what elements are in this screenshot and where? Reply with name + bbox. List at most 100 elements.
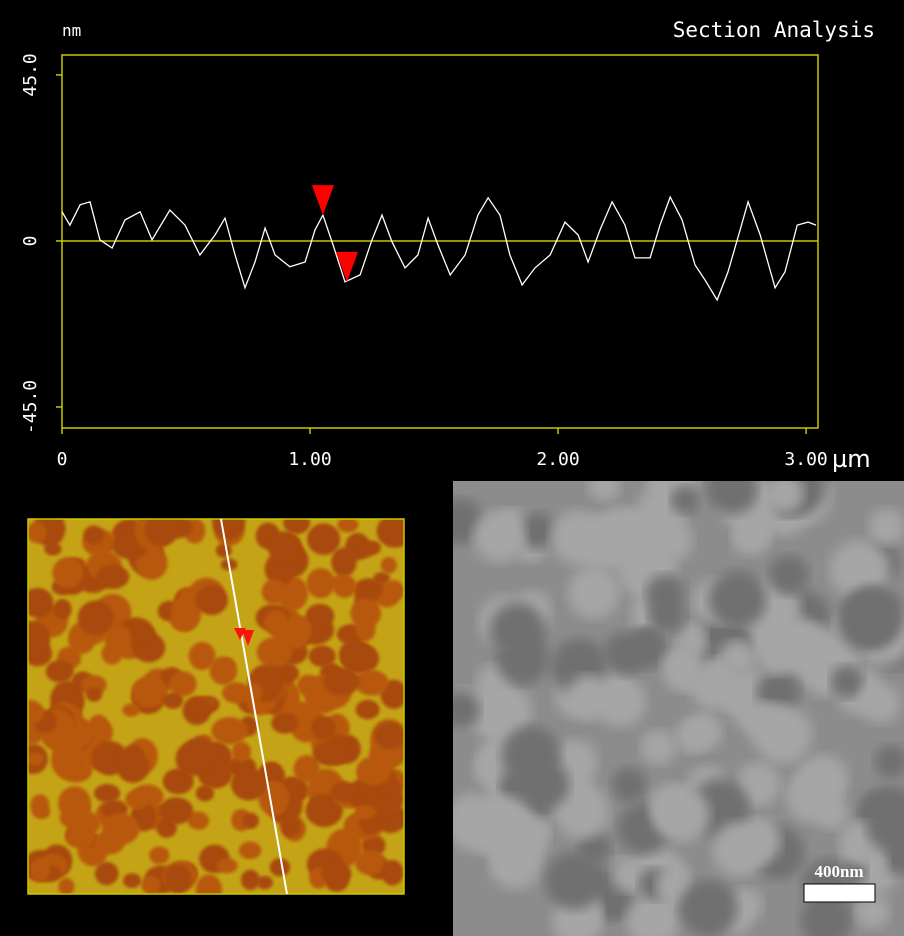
afm-domain (381, 557, 397, 574)
afm-domain (312, 741, 348, 766)
afm-domain (123, 873, 141, 888)
afm-domain (159, 797, 193, 824)
afm-domain (306, 568, 335, 598)
afm-domain (309, 645, 336, 666)
afm-domain (95, 862, 119, 885)
sem-grain (655, 788, 709, 842)
afm-domain (96, 565, 129, 589)
afm-domain (102, 813, 140, 845)
afm-domain (131, 676, 167, 708)
sem-grain (756, 632, 799, 675)
afm-domain (217, 858, 238, 873)
sem-grain (745, 702, 785, 742)
afm-domain (246, 683, 263, 702)
sem-grain (869, 509, 904, 545)
afm-domain (355, 670, 389, 696)
afm-domain (30, 858, 50, 881)
afm-domain (355, 805, 376, 820)
afm-domain (257, 876, 273, 889)
screen: nmSection Analysisµm-45.0045.001.002.003… (0, 0, 904, 936)
afm-domain (262, 579, 286, 604)
afm-domain (165, 864, 192, 893)
sem-grain (603, 632, 647, 676)
y-tick-label: -45.0 (20, 380, 41, 434)
afm-domain (66, 827, 96, 849)
afm-domain (59, 759, 92, 782)
afm-domain (331, 781, 358, 802)
sem-grain (831, 665, 864, 698)
afm-domain (122, 704, 140, 717)
afm-domain (350, 598, 381, 628)
afm-domain (232, 742, 251, 762)
scale-bar (804, 884, 875, 902)
x-tick-label: 0 (57, 449, 68, 470)
afm-domain (141, 876, 160, 895)
afm-domain (364, 541, 381, 555)
afm-domain (311, 716, 335, 740)
sem-grain (799, 755, 848, 804)
afm-domain (52, 557, 83, 588)
sem-grain (612, 767, 647, 802)
sem-grain (641, 730, 676, 765)
afm-domain (231, 768, 267, 801)
sem-grain (650, 519, 692, 561)
afm-domain (195, 585, 228, 615)
afm-domain (44, 542, 61, 555)
sem-grain (817, 799, 848, 830)
sem-grain (568, 566, 620, 618)
sem-grain (520, 760, 569, 809)
afm-domain (282, 619, 309, 649)
afm-domain (83, 526, 103, 545)
sem-grain (713, 822, 768, 877)
afm-domain (381, 860, 403, 886)
afm-domain (163, 692, 184, 708)
afm-domain (125, 790, 150, 810)
afm-domain (384, 580, 405, 601)
x-tick-label: 1.00 (288, 449, 331, 470)
afm-domain (356, 756, 391, 785)
sem-grain (662, 647, 706, 691)
afm-domain (101, 643, 122, 664)
y-unit: nm (62, 21, 81, 40)
afm-domain (356, 700, 380, 720)
afm-domain (94, 784, 120, 802)
afm-domain (149, 846, 169, 864)
afm-domain (189, 698, 213, 716)
sem-grain (709, 571, 766, 628)
afm-domain (46, 660, 74, 683)
afm-domain (307, 523, 340, 555)
afm-domain (333, 575, 357, 598)
afm-domain (239, 842, 261, 860)
afm-domain (53, 599, 71, 620)
afm-domain (243, 813, 259, 829)
afm-domain (58, 786, 91, 820)
afm-domain (89, 715, 109, 738)
y-tick-label: 0 (20, 236, 41, 247)
sem-grain (861, 684, 901, 724)
x-unit: µm (832, 445, 871, 473)
sem-grain (769, 555, 809, 595)
afm-domain (270, 858, 290, 876)
sem-grain (680, 880, 737, 936)
afm-domain (181, 737, 216, 773)
sem-grain (470, 817, 509, 856)
afm-domain (210, 657, 238, 685)
sem-grain (551, 510, 605, 564)
afm-image (14, 502, 413, 905)
afm-domain (78, 601, 114, 635)
sem-grain (648, 597, 686, 635)
title: Section Analysis (673, 18, 875, 42)
afm-domain (30, 794, 49, 816)
sem-grain (844, 585, 903, 644)
sem-grain (490, 603, 545, 658)
afm-domain (86, 687, 102, 701)
afm-domain (268, 531, 301, 562)
sem-grain (675, 720, 709, 754)
afm-domain (324, 667, 360, 695)
scale-bar-label: 400nm (814, 862, 863, 881)
afm-domain (241, 870, 260, 890)
afm-domain (297, 675, 319, 697)
sem-grain (473, 511, 525, 563)
afm-domain (211, 717, 248, 745)
y-tick-label: 45.0 (20, 53, 41, 96)
